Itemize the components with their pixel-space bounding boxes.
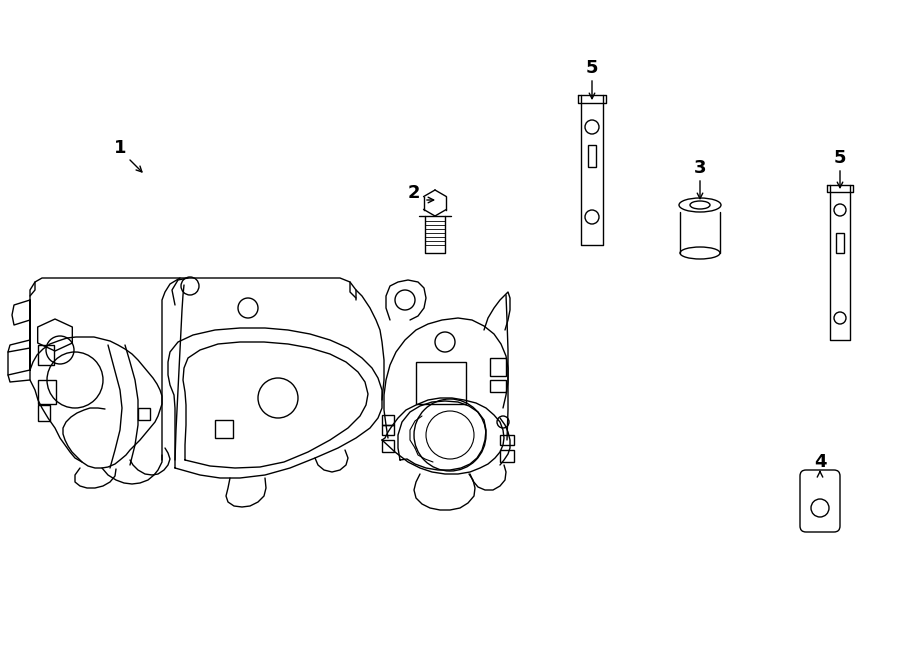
Bar xyxy=(215,420,233,438)
Text: 5: 5 xyxy=(586,59,598,77)
Bar xyxy=(382,440,394,452)
Bar xyxy=(500,435,514,445)
Bar xyxy=(382,425,394,435)
Bar xyxy=(490,380,506,392)
Text: 4: 4 xyxy=(814,453,826,471)
Text: 2: 2 xyxy=(408,184,420,202)
Text: 1: 1 xyxy=(113,139,126,157)
Bar xyxy=(138,408,150,420)
Bar xyxy=(500,450,514,462)
Bar xyxy=(416,362,466,404)
Bar xyxy=(38,345,54,365)
Bar xyxy=(836,233,844,253)
Text: 5: 5 xyxy=(833,149,846,167)
Bar xyxy=(382,415,394,425)
Bar xyxy=(588,145,596,167)
Text: 3: 3 xyxy=(694,159,706,177)
Bar xyxy=(38,380,56,404)
Bar xyxy=(38,405,50,421)
Bar xyxy=(490,358,506,376)
